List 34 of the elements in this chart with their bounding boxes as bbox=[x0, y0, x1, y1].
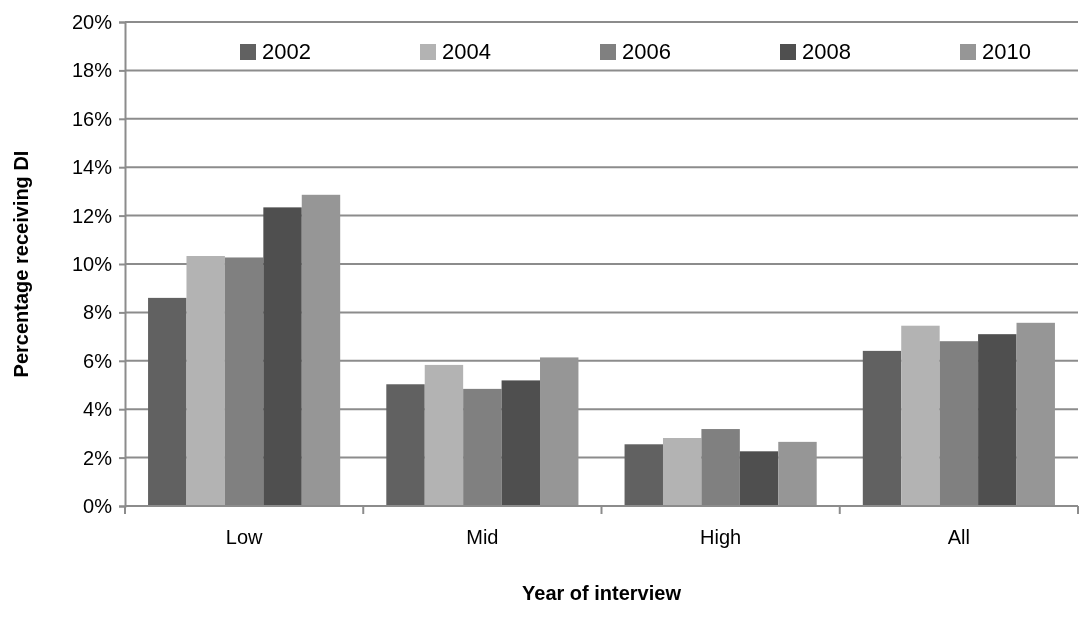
y-tick-label: 20% bbox=[71, 10, 113, 33]
bar bbox=[386, 384, 425, 506]
x-tick-label: High bbox=[700, 526, 742, 548]
y-tick-label: 16% bbox=[71, 107, 113, 130]
bar bbox=[148, 297, 187, 506]
legend-label: 2004 bbox=[442, 39, 491, 64]
legend-label: 2010 bbox=[982, 39, 1031, 64]
bar bbox=[424, 364, 464, 506]
x-axis-title: Year of interview bbox=[522, 582, 682, 604]
bar bbox=[624, 444, 663, 506]
bar bbox=[739, 451, 779, 506]
bar bbox=[978, 334, 1017, 506]
y-tick-label: 6% bbox=[83, 349, 113, 372]
bar bbox=[186, 256, 225, 506]
legend-label: 2006 bbox=[622, 39, 671, 64]
bar bbox=[263, 207, 302, 506]
x-tick-label: All bbox=[947, 526, 970, 548]
y-tick-label: 2% bbox=[83, 446, 113, 469]
x-tick-label: Low bbox=[225, 526, 264, 548]
legend-label: 2008 bbox=[802, 39, 851, 64]
y-tick-label: 4% bbox=[83, 398, 113, 421]
bar bbox=[501, 380, 541, 506]
bar bbox=[662, 438, 702, 506]
y-tick-label: 8% bbox=[83, 301, 113, 324]
legend-label: 2002 bbox=[262, 39, 311, 64]
y-tick-label: 10% bbox=[71, 252, 113, 275]
x-tick-label: Mid bbox=[466, 526, 499, 548]
bar bbox=[901, 325, 940, 506]
y-tick-label: 12% bbox=[71, 204, 113, 227]
y-axis-title: Percentage receiving DI bbox=[10, 150, 32, 378]
y-tick-label: 0% bbox=[83, 494, 113, 517]
y-tick-label: 14% bbox=[71, 156, 113, 179]
bar bbox=[862, 350, 902, 506]
y-tick-label: 18% bbox=[71, 59, 113, 82]
